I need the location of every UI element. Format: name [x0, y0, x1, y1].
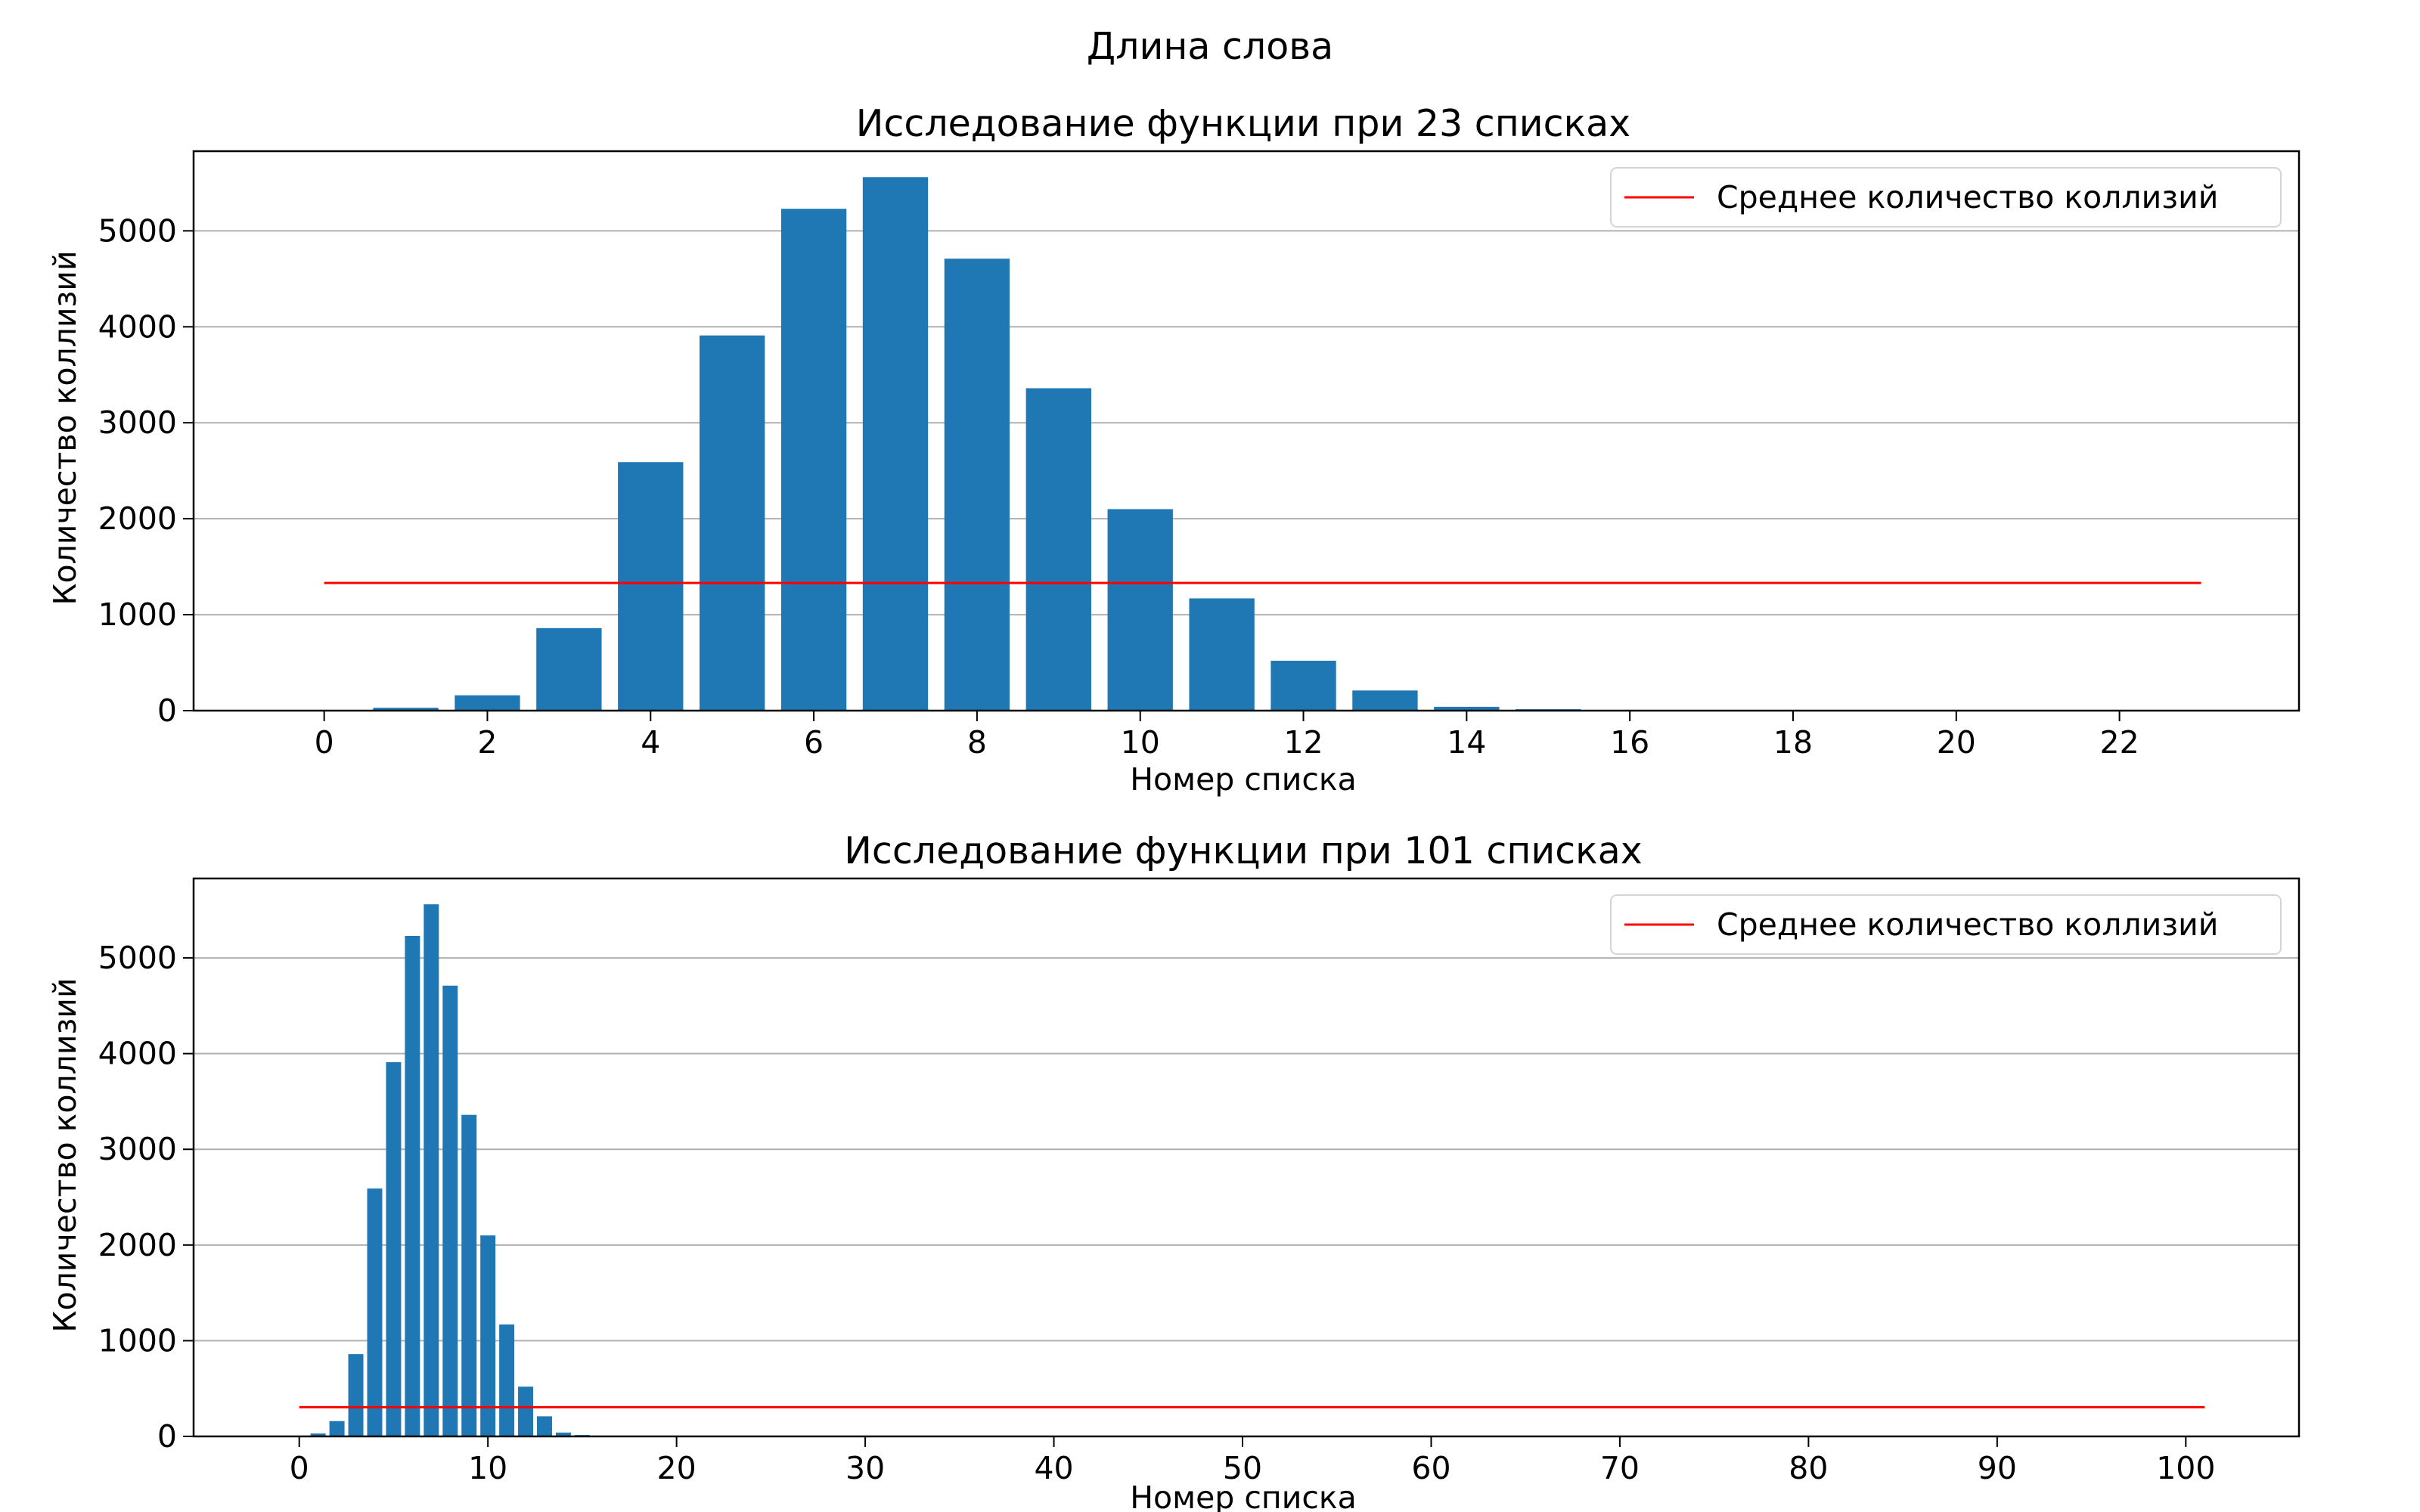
y-axis-label: Количество коллизий [47, 250, 83, 605]
bar [348, 1354, 364, 1436]
y-axis-label: Количество коллизий [47, 978, 83, 1332]
y-tick-label: 3000 [98, 404, 177, 441]
bar [442, 985, 458, 1436]
y-tick-label: 2000 [98, 1227, 177, 1263]
y-tick-label: 4000 [98, 1036, 177, 1072]
y-tick-label: 3000 [98, 1131, 177, 1167]
legend-box [1610, 167, 2282, 228]
x-tick-label: 0 [290, 1450, 309, 1486]
bar [1189, 598, 1255, 711]
y-tick-label: 0 [157, 1418, 177, 1455]
axes-frame [192, 877, 2301, 1438]
axes-frame [192, 150, 2301, 712]
y-tick-label: 1000 [98, 596, 177, 633]
bar [944, 259, 1010, 711]
y-tick-label: 0 [157, 692, 177, 729]
x-tick-label: 2 [477, 724, 497, 761]
x-tick-label: 40 [1034, 1450, 1073, 1486]
legend-label: Среднее количество коллизий [1717, 179, 2218, 215]
bar [461, 1114, 477, 1436]
bar [424, 904, 439, 1436]
chart-23-lists: Исследование функции при 23 списках Номе… [47, 102, 2301, 798]
bar [780, 209, 847, 711]
x-tick-label: 6 [804, 724, 824, 761]
bar [310, 1433, 326, 1436]
bar [1434, 706, 1500, 711]
x-tick-label: 22 [2100, 724, 2139, 761]
bar [862, 177, 929, 711]
x-tick-label: 100 [2156, 1450, 2215, 1486]
bar [1270, 660, 1336, 711]
bar [518, 1387, 534, 1436]
bar [499, 1324, 515, 1436]
bar [1025, 388, 1091, 711]
x-tick-label: 90 [1978, 1450, 2017, 1486]
chart-101-lists: Исследование функции при 101 списках Ном… [47, 829, 2301, 1512]
bar [405, 935, 420, 1436]
x-tick-label: 0 [315, 724, 334, 761]
x-tick-label: 30 [845, 1450, 885, 1486]
y-tick-label: 2000 [98, 500, 177, 537]
bar [536, 627, 602, 711]
chart-title: Исследование функции при 23 списках [856, 102, 1630, 145]
bar [1107, 509, 1173, 711]
bar [455, 695, 520, 711]
y-tick-label: 4000 [98, 308, 177, 345]
x-tick-label: 50 [1223, 1450, 1262, 1486]
bar [367, 1188, 383, 1436]
x-tick-label: 60 [1411, 1450, 1450, 1486]
x-tick-label: 20 [1937, 724, 1976, 761]
x-tick-label: 10 [468, 1450, 507, 1486]
bar [618, 462, 684, 711]
bar [700, 335, 765, 711]
y-tick-label: 5000 [98, 940, 177, 976]
y-tick-label: 1000 [98, 1322, 177, 1359]
figure-suptitle: Длина слова [1087, 25, 1333, 68]
bar [373, 708, 439, 711]
legend-box [1610, 894, 2282, 955]
x-axis-label: Номер списка [1130, 1479, 1357, 1512]
legend-label: Среднее количество коллизий [1717, 906, 2218, 943]
x-tick-label: 12 [1283, 724, 1323, 761]
x-tick-label: 4 [641, 724, 660, 761]
x-axis-label: Номер списка [1130, 761, 1357, 798]
bar [480, 1235, 496, 1436]
x-tick-label: 20 [657, 1450, 697, 1486]
bar [537, 1416, 552, 1436]
chart-title: Исследование функции при 101 списках [844, 829, 1643, 872]
y-tick-label: 5000 [98, 212, 177, 249]
bar [386, 1062, 402, 1436]
x-tick-label: 70 [1600, 1450, 1640, 1486]
bar [1352, 690, 1418, 711]
bar [555, 1432, 571, 1436]
x-tick-label: 16 [1610, 724, 1649, 761]
x-tick-label: 80 [1789, 1450, 1828, 1486]
x-tick-label: 14 [1447, 724, 1486, 761]
x-tick-label: 18 [1773, 724, 1813, 761]
x-tick-label: 10 [1121, 724, 1160, 761]
x-tick-label: 8 [967, 724, 987, 761]
bar [329, 1421, 345, 1436]
